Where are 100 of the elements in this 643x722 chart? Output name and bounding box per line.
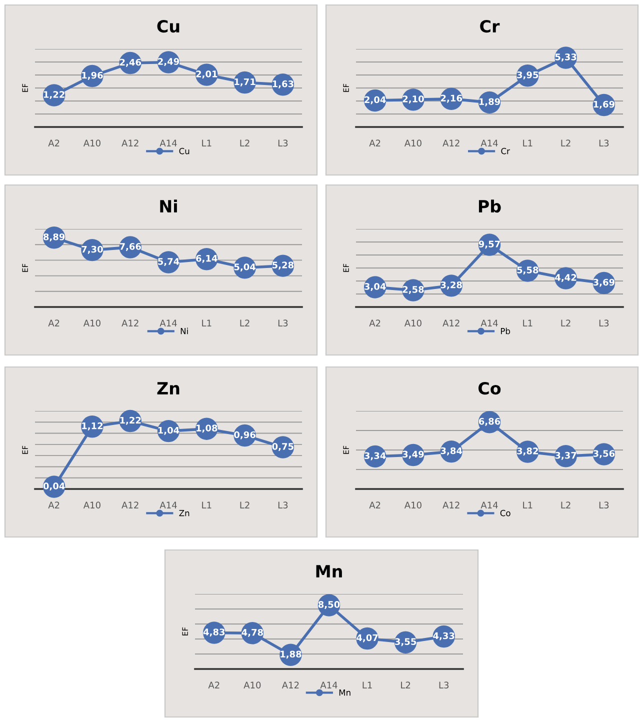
x-tick-label: A2 bbox=[369, 140, 380, 146]
data-label: 6,14 bbox=[196, 254, 218, 263]
data-label: 3,82 bbox=[517, 448, 538, 456]
x-tick-label: A12 bbox=[442, 140, 460, 146]
data-label: 3,04 bbox=[364, 283, 386, 292]
data-label: 0,96 bbox=[234, 431, 256, 440]
x-tick-label: L3 bbox=[599, 320, 609, 326]
data-label: 3,84 bbox=[440, 447, 462, 456]
x-tick-label: A10 bbox=[244, 682, 261, 688]
data-label: 5,74 bbox=[158, 258, 180, 266]
data-label: 3,49 bbox=[402, 450, 424, 459]
x-tick-label: L2 bbox=[240, 320, 250, 326]
chart-title: Zn bbox=[157, 382, 180, 394]
data-label: 2,16 bbox=[440, 94, 462, 103]
x-tick-label: L1 bbox=[523, 140, 532, 146]
x-tick-label: A14 bbox=[160, 502, 177, 508]
x-tick-label: A10 bbox=[404, 320, 422, 326]
x-tick-label: L3 bbox=[278, 320, 288, 326]
legend-label: Cr bbox=[501, 148, 510, 154]
x-tick-label: L1 bbox=[202, 140, 212, 146]
data-label: 5,33 bbox=[555, 54, 576, 62]
data-label: 0,04 bbox=[43, 482, 65, 491]
data-label: 1,96 bbox=[82, 72, 103, 80]
data-label: 1,08 bbox=[196, 424, 218, 433]
data-label: 8,89 bbox=[43, 233, 65, 242]
x-tick-label: L2 bbox=[561, 320, 570, 326]
x-tick-label: L2 bbox=[561, 502, 570, 508]
data-label: 7,30 bbox=[82, 246, 103, 254]
data-label: 2,58 bbox=[402, 286, 424, 294]
x-tick-label: A14 bbox=[480, 320, 498, 326]
x-tick-label: A10 bbox=[83, 140, 100, 146]
x-tick-label: L3 bbox=[599, 502, 609, 508]
data-label: 1,63 bbox=[272, 80, 294, 88]
legend-label: Ni bbox=[180, 328, 188, 334]
data-label: 3,56 bbox=[593, 450, 615, 458]
chart-title: Cu bbox=[157, 20, 180, 33]
x-tick-label: A2 bbox=[208, 682, 220, 688]
x-tick-label: A10 bbox=[83, 502, 100, 508]
data-label: 1,04 bbox=[158, 426, 180, 435]
x-tick-label: L2 bbox=[240, 140, 250, 146]
x-tick-label: A2 bbox=[369, 502, 380, 508]
data-label: 6,86 bbox=[478, 418, 500, 426]
x-tick-label: L2 bbox=[240, 502, 250, 508]
legend-label: Pb bbox=[500, 328, 510, 334]
x-tick-label: A2 bbox=[48, 140, 60, 146]
x-tick-label: A12 bbox=[122, 502, 138, 508]
x-tick-label: A14 bbox=[480, 140, 498, 146]
x-tick-label: A2 bbox=[48, 320, 60, 326]
x-tick-label: L2 bbox=[561, 140, 570, 146]
data-label: 1,12 bbox=[82, 422, 103, 430]
x-tick-label: A12 bbox=[122, 320, 138, 326]
data-label: 3,69 bbox=[593, 278, 614, 287]
data-label: 3,28 bbox=[440, 281, 462, 290]
data-label: 1,88 bbox=[280, 650, 302, 659]
data-label: 4,33 bbox=[433, 632, 454, 640]
data-label: 7,66 bbox=[120, 243, 142, 252]
data-label: 8,50 bbox=[318, 601, 340, 610]
data-label: 5,58 bbox=[517, 266, 538, 275]
data-label: 4,78 bbox=[242, 628, 264, 637]
legend-label: Cu bbox=[179, 148, 190, 154]
data-label: 4,42 bbox=[555, 274, 576, 282]
data-label: 2,04 bbox=[364, 96, 386, 104]
data-label: 5,28 bbox=[272, 262, 294, 270]
data-label: 9,57 bbox=[478, 240, 500, 249]
x-tick-label: L1 bbox=[523, 502, 532, 508]
data-label: 1,69 bbox=[594, 100, 614, 109]
data-label: 5,04 bbox=[234, 263, 256, 272]
data-label: 3,95 bbox=[517, 71, 538, 80]
x-tick-label: A12 bbox=[442, 502, 460, 508]
x-tick-label: A10 bbox=[404, 502, 422, 508]
data-label: 1,89 bbox=[479, 98, 500, 106]
data-label: 2,01 bbox=[196, 70, 218, 79]
data-label: 3,34 bbox=[364, 452, 386, 460]
chart-title: Pb bbox=[478, 200, 501, 213]
data-label: 4,83 bbox=[203, 628, 225, 637]
x-tick-label: L3 bbox=[278, 502, 288, 508]
x-tick-label: A14 bbox=[160, 320, 177, 326]
x-tick-label: A12 bbox=[442, 320, 460, 326]
data-label: 1,71 bbox=[234, 78, 256, 86]
data-label: 0,75 bbox=[272, 443, 294, 451]
data-label: 1,22 bbox=[120, 416, 141, 425]
chart-title: Ni bbox=[160, 200, 177, 212]
legend-label: Mn bbox=[339, 690, 350, 696]
x-tick-label: A2 bbox=[48, 502, 60, 508]
data-label: 3,37 bbox=[555, 452, 576, 460]
x-tick-label: L1 bbox=[362, 682, 372, 688]
chart-title: Mn bbox=[316, 565, 342, 578]
x-tick-label: L1 bbox=[523, 320, 532, 326]
x-tick-label: A12 bbox=[282, 682, 299, 688]
x-tick-label: L3 bbox=[599, 140, 609, 146]
x-tick-label: A14 bbox=[160, 140, 177, 146]
data-label: 1,22 bbox=[44, 91, 64, 100]
chart-title: Cr bbox=[480, 20, 500, 33]
x-tick-label: A10 bbox=[404, 140, 422, 146]
data-label: 2,49 bbox=[158, 58, 180, 66]
x-tick-label: A10 bbox=[83, 320, 100, 326]
legend-label: Zn bbox=[179, 510, 190, 516]
x-tick-label: L1 bbox=[202, 502, 212, 508]
x-tick-label: L1 bbox=[202, 320, 212, 326]
x-tick-label: L3 bbox=[439, 682, 449, 688]
